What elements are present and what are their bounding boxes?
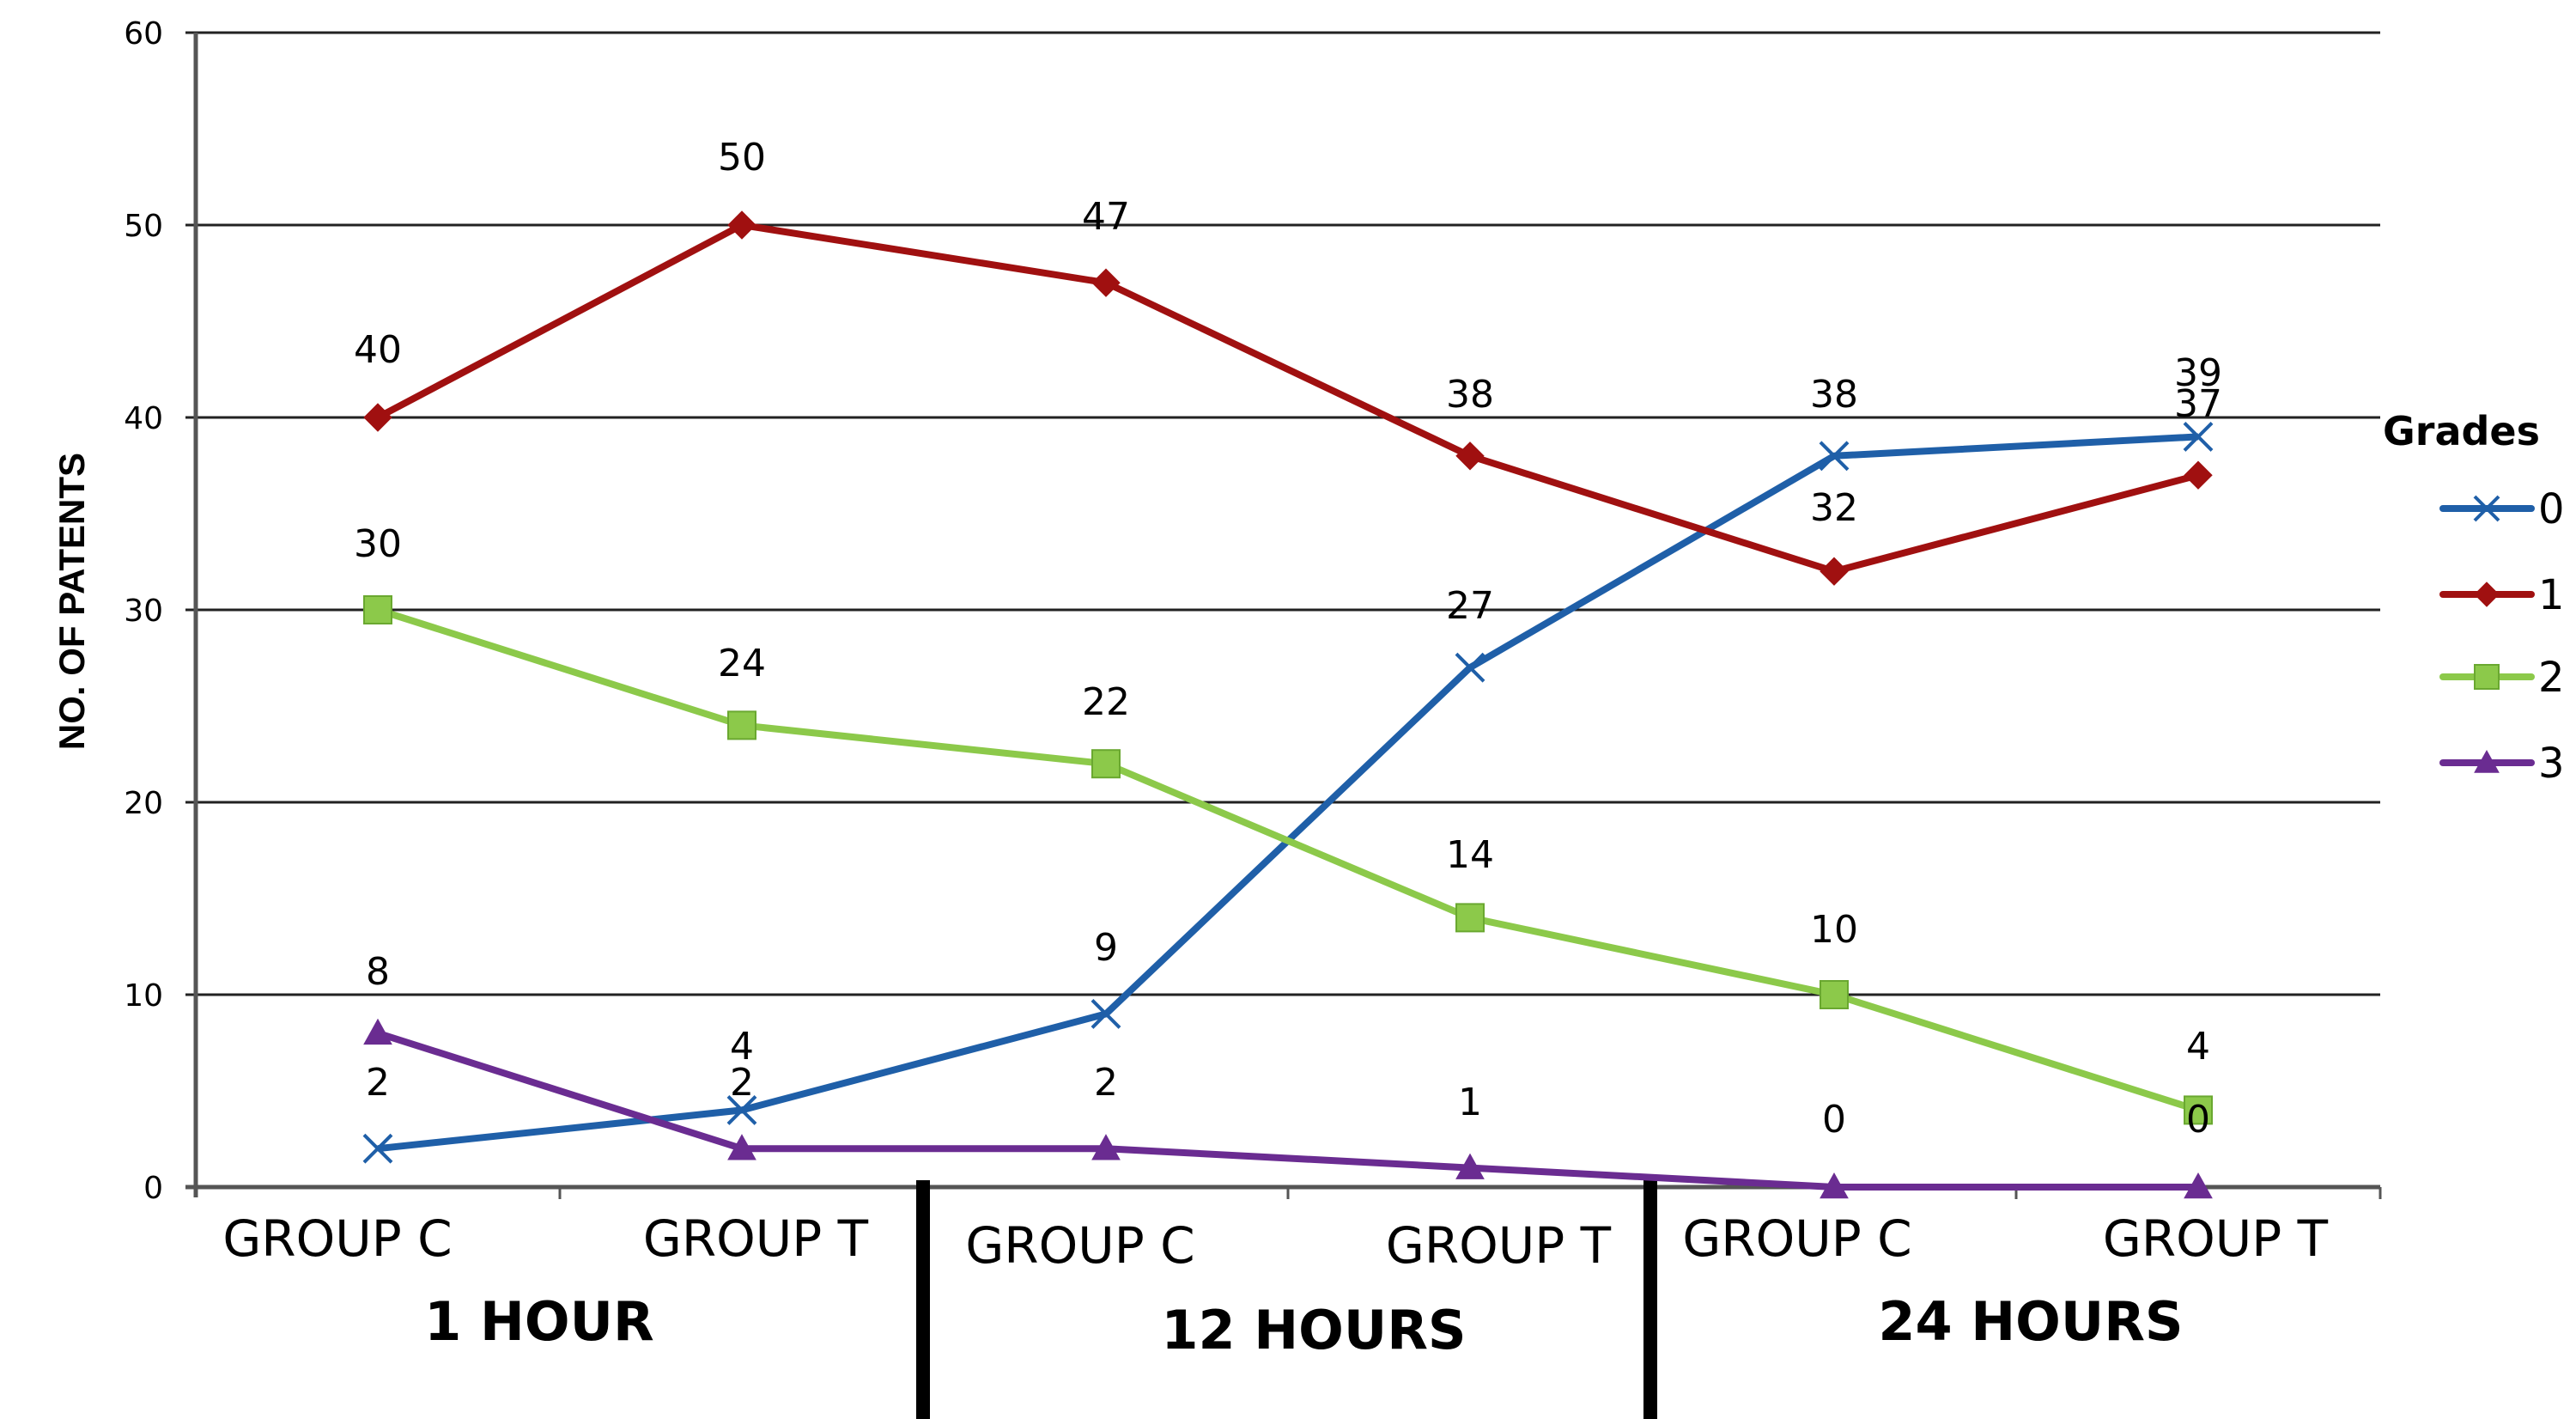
data-label: 2 [730,1061,754,1105]
x-marker-icon [362,1133,393,1164]
data-label: 27 [1446,584,1494,628]
y-axis-ticks: 0 10 20 30 40 50 60 [124,16,163,1206]
x-marker-icon [2473,495,2500,522]
data-label: 24 [718,642,766,685]
x-category-label: GROUP T [2103,1209,2329,1268]
y-tick-label: 10 [124,978,163,1014]
series-lines [362,210,2214,1199]
data-label: 1 [1458,1081,1482,1124]
x-axis-groups: 1 HOUR 12 HOURS 24 HOURS [424,1290,2183,1361]
data-label: 37 [2174,382,2222,426]
series-line [376,606,2200,1114]
legend-item-1: 1 [2439,571,2565,619]
series-2 [363,595,2213,1125]
series-3 [363,1018,2213,1199]
x-category-label: GROUP C [1682,1209,1911,1268]
y-tick-label: 30 [124,594,163,629]
y-tick-label: 0 [143,1171,163,1206]
data-label: 2 [1094,1061,1118,1105]
diamond-marker-icon [2474,582,2500,607]
diamond-marker-icon [363,403,392,432]
x-category-label: GROUP T [643,1209,869,1268]
y-tick-label: 50 [124,209,163,244]
diamond-marker-icon [1455,442,1485,471]
square-marker-icon [1820,980,1849,1009]
data-label: 40 [354,328,402,372]
x-category-label: GROUP C [222,1209,452,1268]
data-label: 4 [2186,1025,2210,1069]
x-group-label: 12 HOURS [1161,1299,1466,1361]
axes [185,33,2382,1419]
triangle-marker-icon [727,1134,756,1160]
data-label: 38 [1810,373,1858,417]
x-group-label: 1 HOUR [424,1290,653,1353]
legend-item-3: 3 [2439,740,2565,788]
data-label: 39 [2174,351,2222,395]
legend-item-0: 0 [2439,485,2565,533]
triangle-marker-icon [2474,749,2500,773]
series-1 [363,210,2213,586]
data-label: 10 [1810,908,1858,952]
y-tick-label: 20 [124,786,163,821]
data-label: 4 [730,1025,754,1069]
square-marker-icon [727,710,756,740]
legend-label: 3 [2538,740,2565,788]
series-line [377,433,2199,1153]
data-label: 8 [366,950,390,994]
data-label: 30 [354,522,402,566]
diamond-marker-icon [1091,268,1121,297]
legend-label: 2 [2538,654,2565,702]
legend-label: 0 [2538,485,2565,533]
triangle-marker-icon [363,1018,392,1045]
square-marker-icon [363,595,392,624]
x-category-label: GROUP T [1386,1216,1612,1275]
data-label: 9 [1094,926,1118,970]
gridlines [185,31,2380,996]
data-label: 14 [1446,833,1494,877]
data-label: 0 [2186,1098,2210,1142]
x-marker-icon [1091,998,1121,1029]
series-line [376,222,2200,576]
square-marker-icon [1455,903,1485,933]
y-tick-label: 40 [124,401,163,436]
y-axis-label: NO. OF PATENTS [52,453,92,750]
data-label: 2 [366,1061,390,1105]
x-marker-icon [1819,441,1850,472]
square-marker-icon [2474,664,2500,690]
x-category-label: GROUP C [965,1216,1194,1275]
series-line [376,1029,2198,1191]
data-label: 0 [1822,1098,1846,1142]
legend-item-2: 2 [2439,654,2565,702]
data-label: 50 [718,136,766,180]
diamond-marker-icon [727,210,756,240]
x-group-label: 24 HOURS [1878,1290,2183,1353]
legend-label: 1 [2538,571,2565,619]
x-marker-icon [2183,421,2214,452]
square-marker-icon [1091,749,1121,779]
x-marker-icon [1455,652,1485,683]
triangle-marker-icon [1091,1134,1121,1160]
y-tick-label: 60 [124,16,163,52]
triangle-marker-icon [1455,1153,1485,1179]
diamond-marker-icon [2184,460,2213,490]
legend-title: Grades [2383,408,2540,454]
diamond-marker-icon [1820,557,1849,586]
series-0 [362,421,2214,1164]
x-axis-categories: GROUP C GROUP T GROUP C GROUP T GROUP C GROUP… [222,1209,2328,1275]
data-label: 47 [1082,195,1130,239]
data-label: 32 [1810,486,1858,530]
data-label: 38 [1446,373,1494,417]
legend: Grades 0 1 2 3 [2383,408,2565,788]
data-label: 22 [1082,680,1130,724]
triangle-marker-icon [1820,1172,1849,1199]
square-marker-icon [2184,1095,2213,1125]
triangle-marker-icon [2184,1172,2213,1199]
x-marker-icon [726,1094,757,1125]
